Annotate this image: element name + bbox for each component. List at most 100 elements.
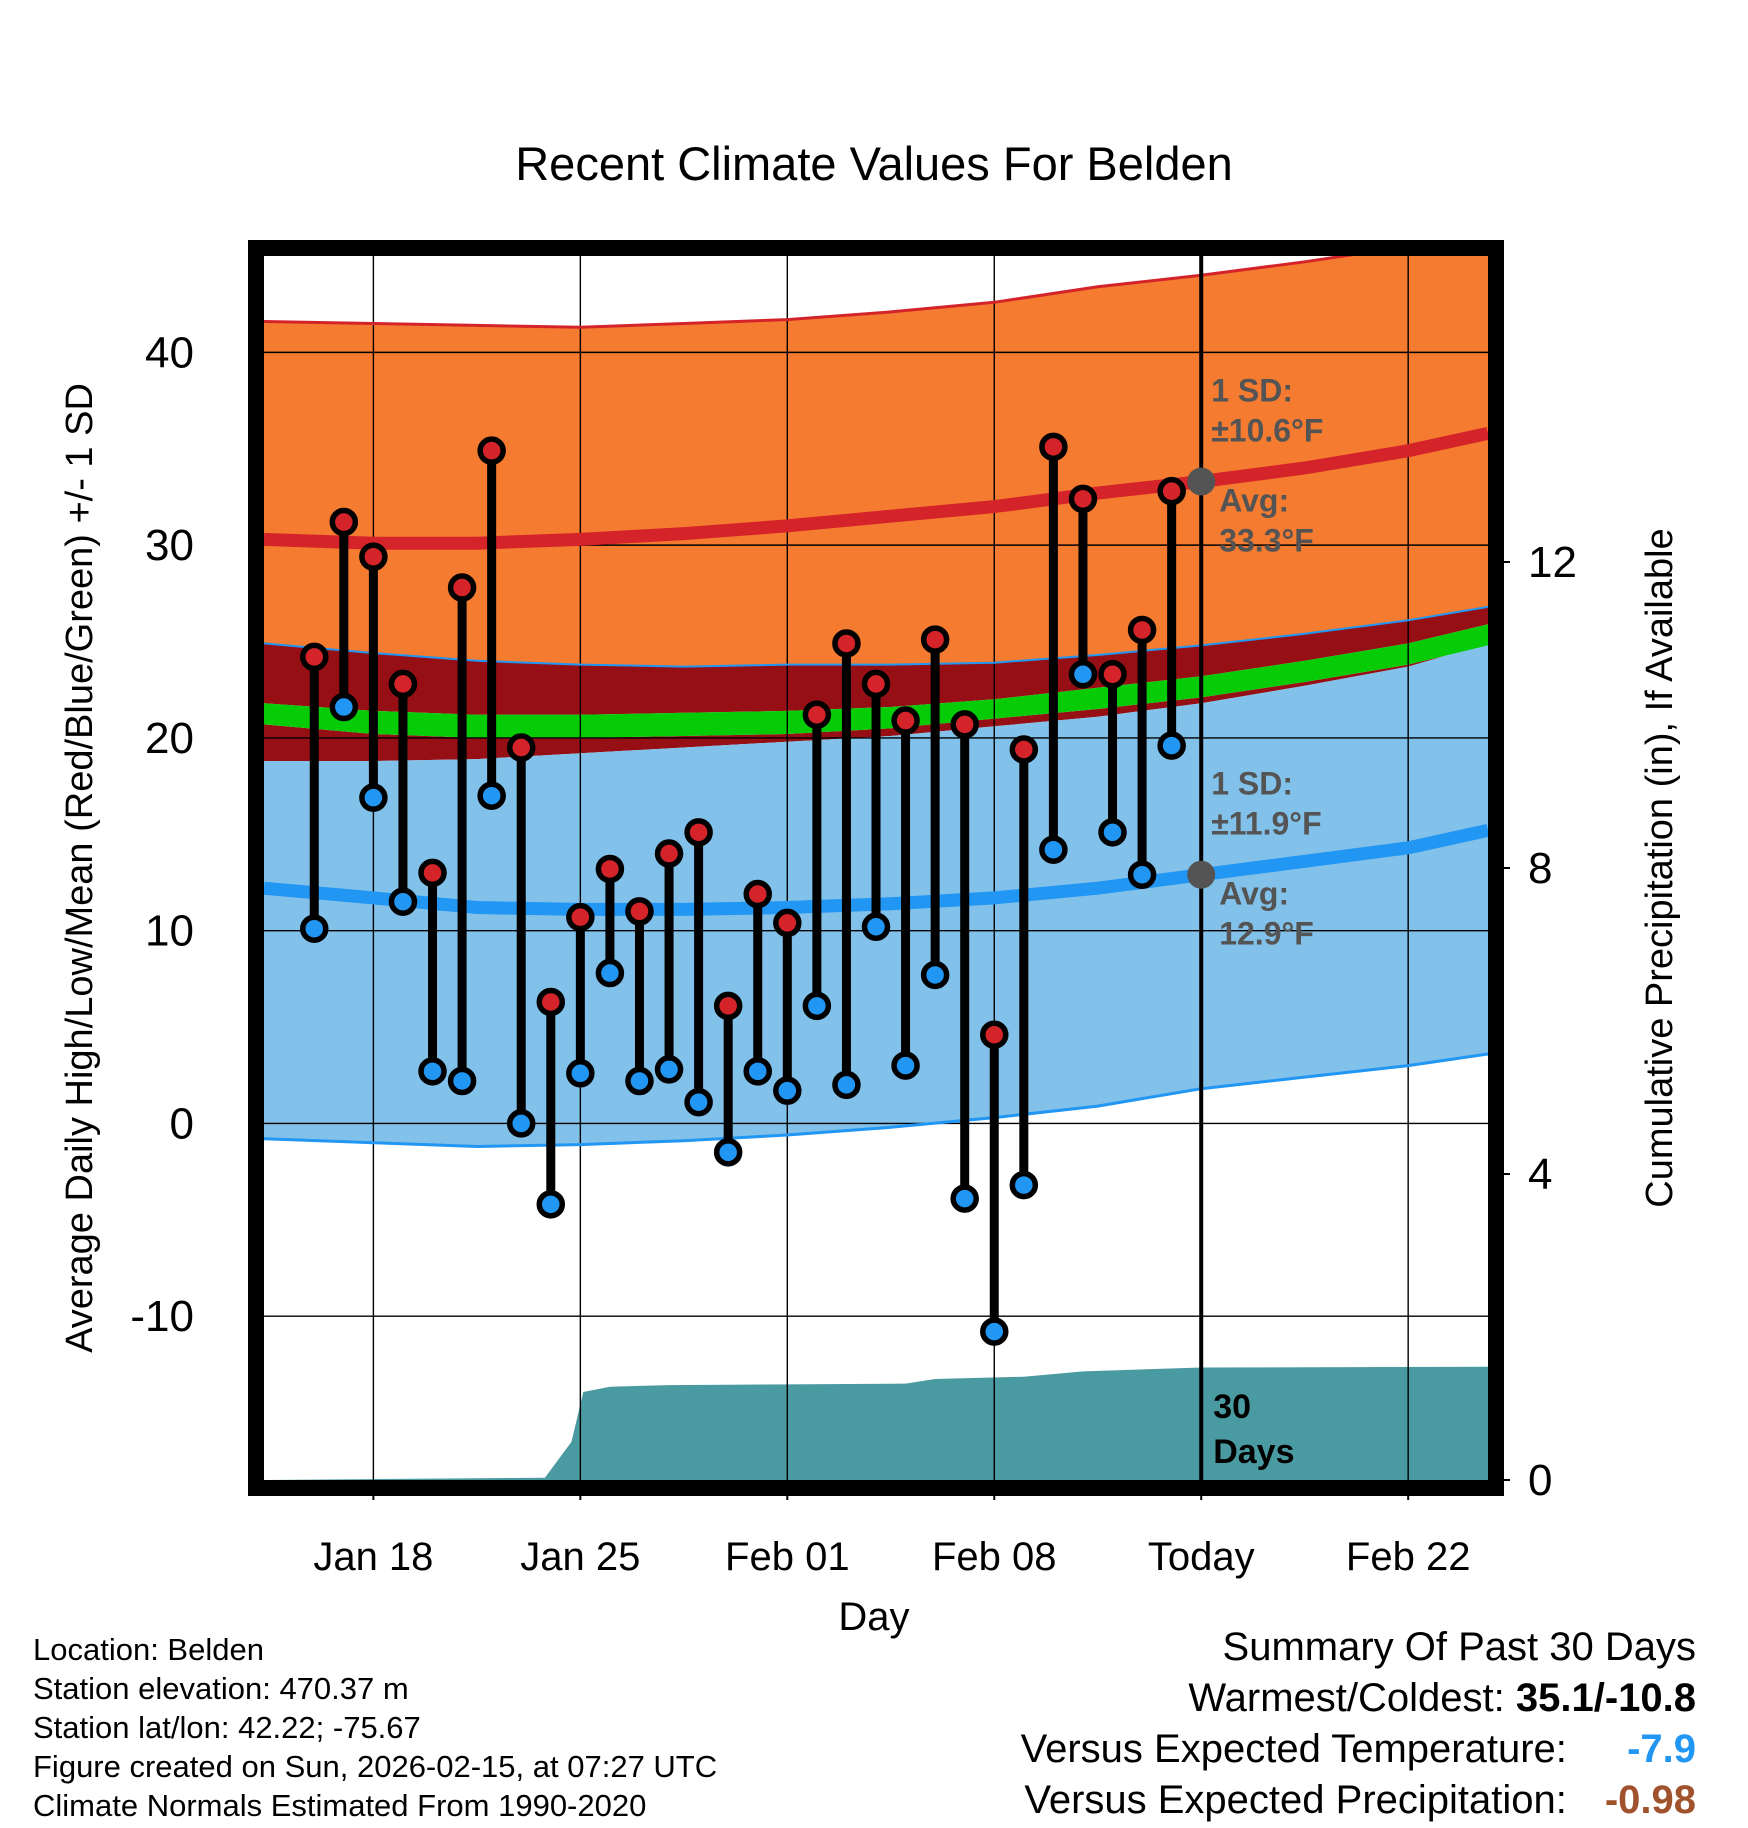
obs-high-point (950, 710, 979, 739)
today-low-avg-point (1187, 860, 1216, 889)
obs-high-point (920, 625, 950, 654)
summary-precipitation: Versus Expected Precipitation: -0.98 (1021, 1775, 1696, 1826)
obs-high-point (566, 902, 595, 932)
y2-tick-label: 0 (1528, 1456, 1552, 1505)
obs-low-point (388, 887, 418, 916)
obs-low-point (418, 1057, 447, 1086)
obs-high-point (477, 436, 506, 465)
obs-low-point (980, 1317, 1009, 1346)
info-created: Figure created on Sun, 2026-02-15, at 07… (33, 1749, 718, 1784)
obs-high-point (1157, 476, 1186, 506)
x-tick-label: Feb 01 (725, 1535, 850, 1579)
obs-high-point (743, 879, 772, 909)
obs-low-point (1098, 818, 1127, 847)
obs-high-point (418, 858, 447, 888)
obs-low-point (359, 783, 388, 812)
obs-low-point (832, 1070, 861, 1100)
normal-high-line (264, 426, 1488, 550)
y-tick-label: 30 (145, 521, 194, 570)
low-sd-label: 1 SD: (1211, 766, 1293, 802)
obs-low-point (713, 1138, 743, 1167)
station-info: Location: Belden Station elevation: 470.… (33, 1630, 717, 1825)
obs-high-point (773, 908, 802, 938)
plot-area (264, 256, 1488, 1480)
precip-area (264, 1366, 1488, 1480)
obs-low-point (506, 1109, 536, 1138)
obs-low-point (654, 1055, 684, 1084)
y-tick-label: 20 (145, 714, 194, 763)
today-high-avg-point (1187, 467, 1216, 496)
y-tick-label: 0 (170, 1099, 194, 1148)
obs-low-point (920, 960, 950, 990)
x-axis-label: Day (838, 1595, 909, 1639)
y2-tick-label: 4 (1528, 1150, 1552, 1199)
obs-high-point (1009, 735, 1039, 764)
low-sd-value: ±11.9°F (1211, 806, 1321, 842)
obs-low-point (300, 914, 329, 943)
obs-low-point (950, 1184, 979, 1213)
high-minus-sd-line (264, 605, 1488, 668)
summary-precipitation-label: Versus Expected Precipitation: (1024, 1778, 1567, 1822)
obs-low-point (861, 912, 891, 942)
obs-high-point (388, 669, 418, 699)
obs-low-point (773, 1076, 802, 1105)
summary-temperature-value: -7.9 (1627, 1727, 1696, 1771)
summary-precipitation-value: -0.98 (1604, 1778, 1696, 1822)
obs-low-point (743, 1057, 772, 1086)
obs-low-point (447, 1066, 477, 1096)
info-location: Location: Belden (33, 1632, 264, 1667)
obs-low-point (802, 991, 832, 1021)
x-tick-label: Today (1148, 1535, 1255, 1579)
obs-high-point (595, 854, 625, 884)
summary-title: Summary Of Past 30 Days (1222, 1625, 1696, 1669)
obs-high-point (1068, 484, 1098, 514)
obs-low-point (566, 1059, 595, 1088)
obs-high-point (625, 897, 654, 926)
obs-low-point (1039, 835, 1068, 864)
high-plus-sd-line (264, 256, 1354, 329)
obs-high-point (300, 642, 329, 672)
x-tick-label: Feb 08 (932, 1535, 1057, 1579)
obs-high-point (861, 669, 891, 699)
obs-high-point (1039, 432, 1068, 462)
obs-high-point (447, 573, 477, 602)
x-tick-label: Feb 22 (1346, 1535, 1471, 1579)
obs-high-point (1098, 660, 1127, 689)
y-tick-label: 40 (145, 328, 194, 377)
summary-warmest-coldest-label: Warmest/Coldest: (1188, 1676, 1505, 1720)
y-tick-label: 10 (145, 907, 194, 956)
obs-high-point (329, 507, 359, 537)
high-sd-band (264, 256, 1488, 667)
x-tick-label: Jan 25 (520, 1535, 640, 1579)
obs-low-point (1127, 860, 1157, 889)
obs-low-point (1157, 731, 1186, 760)
y2-tick-label: 12 (1528, 538, 1577, 587)
x-tick-label: Jan 18 (313, 1535, 433, 1579)
high-lower-band-2 (264, 643, 1488, 761)
obs-low-point (536, 1190, 566, 1219)
obs-high-point (802, 700, 832, 730)
high-avg-value: 33.3°F (1219, 523, 1314, 559)
y2-axis-label: Cumulative Precipitation (in), If Availa… (1639, 528, 1681, 1207)
high-avg-label: Avg: (1219, 483, 1289, 519)
normal-low-line (264, 824, 1488, 916)
obs-high-point (713, 991, 743, 1021)
obs-low-point (625, 1066, 654, 1096)
high-lower-band (264, 606, 1488, 715)
low-avg-value: 12.9°F (1219, 916, 1314, 952)
summary-temperature: Versus Expected Temperature: -7.9 (1021, 1724, 1696, 1775)
obs-low-point (684, 1087, 713, 1117)
low-minus-sd-line (264, 1052, 1488, 1149)
info-latlon: Station lat/lon: 42.22; -75.67 (33, 1710, 421, 1745)
obs-high-point (684, 818, 713, 847)
obs-high-point (891, 706, 920, 735)
obs-low-point (1009, 1170, 1039, 1200)
chart-title: Recent Climate Values For Belden (515, 137, 1233, 190)
obs-low-point (595, 958, 625, 988)
high-sd-label: 1 SD: (1211, 373, 1293, 409)
summary-panel: Summary Of Past 30 Days Warmest/Coldest:… (1021, 1622, 1696, 1826)
obs-high-point (506, 733, 536, 762)
obs-high-point (536, 987, 566, 1017)
obs-high-point (832, 629, 861, 658)
